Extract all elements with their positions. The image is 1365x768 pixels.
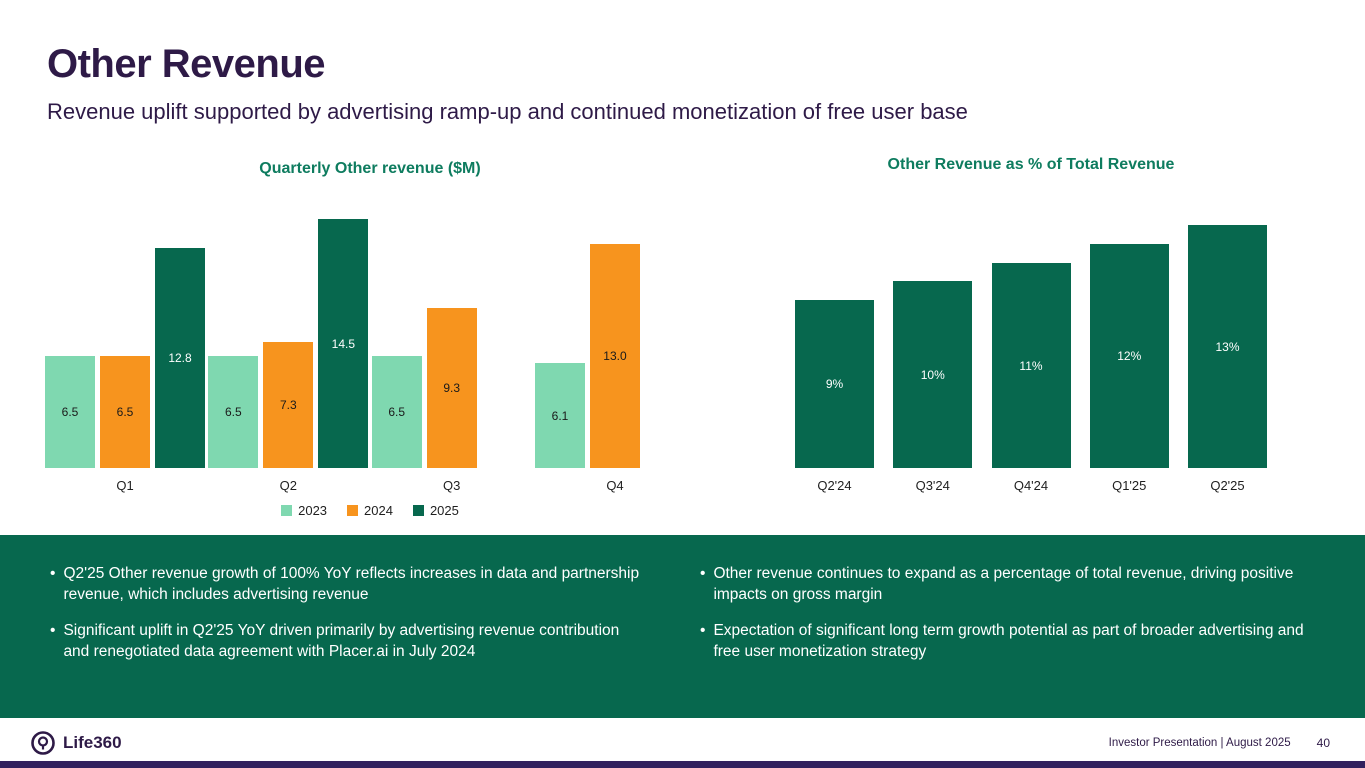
bar-value-label: 6.5 bbox=[388, 405, 405, 419]
legend-label: 2023 bbox=[298, 503, 328, 518]
chart-legend: 2023 2024 2025 bbox=[45, 503, 695, 518]
chart-title: Quarterly Other revenue ($M) bbox=[259, 160, 481, 177]
bar-value-label: 14.5 bbox=[331, 336, 355, 351]
bullet-marker: • bbox=[700, 622, 706, 640]
legend-swatch bbox=[412, 505, 424, 516]
bar-group-Q3: 6.5 9.3 Q3 bbox=[371, 210, 532, 493]
bar-2025-Q1: 12.8 bbox=[155, 248, 205, 468]
bullet-marker: • bbox=[50, 622, 56, 640]
bar-group-Q1: 6.5 6.5 12.8 Q1 bbox=[45, 210, 205, 493]
notes-left-column: • Q2'25 Other revenue growth of 100% YoY … bbox=[50, 563, 645, 718]
bar-2024-Q3: 9.3 bbox=[426, 308, 477, 468]
bar-Other Revenue %-Q4'24: 11% bbox=[991, 263, 1071, 468]
legend-item-2024: 2024 bbox=[347, 503, 393, 518]
footer-meta: Investor Presentation | August 2025 40 bbox=[1109, 736, 1330, 750]
bar-value-label: 12% bbox=[1117, 349, 1142, 363]
category-label: Q4 bbox=[606, 478, 624, 493]
notes-right-column: • Other revenue continues to expand as a … bbox=[700, 563, 1305, 718]
bullet-item: • Expectation of significant long term gr… bbox=[700, 620, 1305, 662]
bar-Other Revenue %-Q2'24: 9% bbox=[795, 300, 874, 468]
bar-2025-Q2: 14.5 bbox=[318, 219, 369, 468]
plot-area: 6.5 6.5 12.8 Q1 6.5 7.3 14.5 Q2 6.5 9.3 Q3 6.1 13.0 Q… bbox=[45, 210, 695, 493]
category-label: Q2'24 bbox=[817, 478, 852, 493]
bottom-accent-bar bbox=[0, 761, 1365, 768]
bar-group-Q4'24: 11% Q4'24 bbox=[991, 216, 1071, 493]
bar-value-label: 6.1 bbox=[551, 408, 569, 423]
page-title: Other Revenue bbox=[47, 42, 326, 86]
footer-caption: Investor Presentation | August 2025 bbox=[1108, 737, 1291, 749]
bar-value-label: 10% bbox=[920, 367, 945, 382]
header: Other Revenue Revenue uplift supported b… bbox=[47, 42, 968, 125]
bar-value-label: 13.0 bbox=[603, 349, 627, 363]
bar-value-label: 6.5 bbox=[61, 405, 79, 419]
page-number: 40 bbox=[1316, 736, 1330, 750]
category-label: Q2'25 bbox=[1210, 478, 1245, 493]
bar-group-Q4: 6.1 13.0 Q4 bbox=[534, 210, 695, 493]
bar-2024-Q2: 7.3 bbox=[263, 342, 314, 468]
bar-Other Revenue %-Q2'25: 13% bbox=[1188, 225, 1267, 468]
legend-item-2025: 2025 bbox=[412, 503, 459, 518]
brand-name: Life360 bbox=[63, 733, 122, 752]
category-label: Q1'25 bbox=[1112, 478, 1147, 493]
category-label: Q3 bbox=[442, 478, 461, 493]
bar-2024-Q4: 13.0 bbox=[589, 244, 640, 468]
bar-group-Q2'25: 13% Q2'25 bbox=[1188, 216, 1267, 493]
legend-swatch bbox=[347, 505, 359, 516]
bar-2023-Q4: 6.1 bbox=[534, 363, 585, 468]
bar-2023-Q2: 6.5 bbox=[208, 356, 259, 468]
bullet-text: Q2'25 Other revenue growth of 100% YoY r… bbox=[63, 565, 640, 604]
bullet-item: • Q2'25 Other revenue growth of 100% YoY … bbox=[50, 563, 645, 605]
legend-label: 2024 bbox=[364, 503, 393, 518]
plot-area: 9% Q2'24 10% Q3'24 11% Q4'24 12% Q1'25 13% Q2'25 bbox=[795, 216, 1267, 493]
life360-logo: Life360 bbox=[30, 730, 122, 756]
bar-value-label: 12.8 bbox=[168, 351, 192, 365]
bar-Other Revenue %-Q3'24: 10% bbox=[893, 281, 973, 468]
legend-item-2023: 2023 bbox=[281, 503, 327, 518]
legend-swatch bbox=[281, 505, 293, 516]
bar-value-label: 9% bbox=[825, 377, 844, 391]
category-label: Q1 bbox=[116, 478, 134, 493]
bar-group-Q3'24: 10% Q3'24 bbox=[893, 216, 973, 493]
footer: Life360 Investor Presentation | August 2… bbox=[30, 730, 1330, 756]
bullet-text: Expectation of significant long term gro… bbox=[713, 622, 1304, 661]
bar-value-label: 6.5 bbox=[224, 405, 242, 419]
chart-title: Other Revenue as % of Total Revenue bbox=[887, 156, 1175, 173]
bar-value-label: 11% bbox=[1019, 358, 1043, 373]
bar-group-Q2'24: 9% Q2'24 bbox=[795, 216, 874, 493]
life360-logo-icon bbox=[31, 731, 55, 755]
bullet-marker: • bbox=[50, 565, 56, 582]
bar-group-Q1'25: 12% Q1'25 bbox=[1089, 216, 1169, 493]
page-subtitle: Revenue uplift supported by advertising … bbox=[47, 99, 968, 124]
bar-value-label: 9.3 bbox=[443, 381, 460, 395]
bar-group-Q2: 6.5 7.3 14.5 Q2 bbox=[208, 210, 369, 493]
notes-band: • Q2'25 Other revenue growth of 100% YoY … bbox=[0, 535, 1365, 718]
bullet-text: Significant uplift in Q2'25 YoY driven p… bbox=[63, 622, 620, 661]
bar-2023-Q3: 6.5 bbox=[371, 356, 422, 468]
bar-value-label: 7.3 bbox=[279, 398, 297, 412]
bullet-text: Other revenue continues to expand as a p… bbox=[713, 565, 1294, 604]
category-label: Q2 bbox=[279, 478, 297, 493]
quarterly-other-revenue-chart: Quarterly Other revenue ($M) 6.5 6.5 12.8 Q… bbox=[45, 160, 695, 518]
bullet-item: • Significant uplift in Q2'25 YoY driven … bbox=[50, 620, 645, 662]
bar-value-label: 6.5 bbox=[116, 405, 134, 419]
bullet-marker: • bbox=[700, 565, 706, 582]
bullet-item: • Other revenue continues to expand as a … bbox=[700, 563, 1305, 605]
bar-2023-Q1: 6.5 bbox=[45, 356, 95, 468]
category-label: Q3'24 bbox=[915, 478, 950, 493]
bar-2024-Q1: 6.5 bbox=[100, 356, 150, 468]
legend-label: 2025 bbox=[429, 503, 459, 518]
bar-value-label: 13% bbox=[1215, 339, 1240, 354]
category-label: Q4'24 bbox=[1013, 478, 1049, 493]
revenue-percent-chart: Other Revenue as % of Total Revenue 9% Q2… bbox=[795, 156, 1267, 493]
bar-Other Revenue %-Q1'25: 12% bbox=[1089, 244, 1169, 468]
